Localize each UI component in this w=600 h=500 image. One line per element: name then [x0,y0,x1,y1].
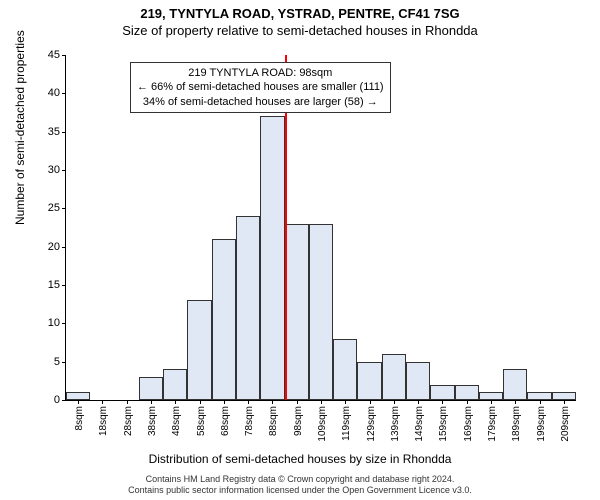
y-tick-label: 25 [48,202,60,214]
x-tick-label: 48sqm [171,406,182,436]
y-tick-label: 45 [48,49,60,61]
x-tick-mark [515,400,516,404]
y-tick-mark [62,362,66,363]
chart-title-sub: Size of property relative to semi-detach… [0,21,600,38]
y-tick-mark [62,208,66,209]
y-tick-mark [62,93,66,94]
y-tick-label: 20 [48,241,60,253]
x-tick-label: 28sqm [123,406,134,436]
callout-box: 219 TYNTYLA ROAD: 98sqm ← 66% of semi-de… [130,62,391,113]
attribution-line-2: Contains public sector information licen… [0,485,600,496]
x-tick-mark [370,400,371,404]
x-axis-label: Distribution of semi-detached houses by … [0,452,600,466]
x-tick-mark [248,400,249,404]
x-tick-label: 159sqm [438,406,449,442]
histogram-bar [357,362,381,400]
y-tick-mark [62,247,66,248]
x-tick-mark [467,400,468,404]
x-tick-label: 68sqm [220,406,231,436]
x-tick-label: 98sqm [293,406,304,436]
x-tick-mark [540,400,541,404]
y-tick-label: 5 [54,356,60,368]
x-tick-mark [78,400,79,404]
y-tick-mark [62,285,66,286]
y-tick-mark [62,170,66,171]
x-tick-label: 129sqm [366,406,377,442]
chart-container: 219, TYNTYLA ROAD, YSTRAD, PENTRE, CF41 … [0,0,600,500]
histogram-bar [503,369,527,400]
y-tick-mark [62,323,66,324]
histogram-bar [552,392,576,400]
x-tick-mark [102,400,103,404]
x-tick-mark [564,400,565,404]
histogram-bar [187,300,211,400]
x-tick-mark [127,400,128,404]
histogram-bar [479,392,503,400]
y-tick-label: 30 [48,164,60,176]
histogram-bar [139,377,163,400]
histogram-bar [333,339,357,400]
x-tick-mark [345,400,346,404]
callout-line-1: 219 TYNTYLA ROAD: 98sqm [137,66,384,80]
y-tick-label: 15 [48,279,60,291]
histogram-bar [382,354,406,400]
y-tick-mark [62,400,66,401]
x-tick-mark [224,400,225,404]
x-tick-mark [321,400,322,404]
histogram-bar [163,369,187,400]
histogram-bar [260,116,284,400]
chart-title-main: 219, TYNTYLA ROAD, YSTRAD, PENTRE, CF41 … [0,0,600,21]
histogram-bar [455,385,479,400]
histogram-bar [236,216,260,400]
x-tick-label: 209sqm [560,406,571,442]
x-tick-mark [297,400,298,404]
y-tick-label: 10 [48,317,60,329]
x-tick-mark [491,400,492,404]
histogram-bar [212,239,236,400]
x-tick-label: 88sqm [268,406,279,436]
x-tick-mark [151,400,152,404]
histogram-bar [527,392,551,400]
callout-line-3: 34% of semi-detached houses are larger (… [137,95,384,109]
x-tick-label: 189sqm [511,406,522,442]
x-tick-label: 8sqm [74,406,85,430]
x-tick-label: 169sqm [463,406,474,442]
y-tick-label: 40 [48,87,60,99]
x-tick-label: 109sqm [317,406,328,442]
x-tick-mark [272,400,273,404]
x-tick-label: 38sqm [147,406,158,436]
x-tick-mark [200,400,201,404]
x-tick-mark [175,400,176,404]
x-tick-label: 18sqm [98,406,109,436]
x-tick-label: 139sqm [390,406,401,442]
y-axis-label: Number of semi-detached properties [13,30,27,225]
attribution-line-1: Contains HM Land Registry data © Crown c… [0,474,600,485]
histogram-bar [285,224,309,400]
histogram-bar [406,362,430,400]
x-tick-label: 199sqm [536,406,547,442]
x-tick-mark [442,400,443,404]
x-tick-label: 149sqm [414,406,425,442]
histogram-bar [430,385,454,400]
y-tick-label: 0 [54,394,60,406]
x-tick-mark [394,400,395,404]
histogram-bar [309,224,333,400]
y-tick-label: 35 [48,126,60,138]
callout-line-2: ← 66% of semi-detached houses are smalle… [137,80,384,94]
x-tick-label: 78sqm [244,406,255,436]
x-tick-label: 179sqm [487,406,498,442]
x-tick-mark [418,400,419,404]
y-tick-mark [62,132,66,133]
x-tick-label: 58sqm [196,406,207,436]
y-tick-mark [62,55,66,56]
x-tick-label: 119sqm [341,406,352,441]
histogram-bar [66,392,90,400]
attribution-text: Contains HM Land Registry data © Crown c… [0,474,600,496]
